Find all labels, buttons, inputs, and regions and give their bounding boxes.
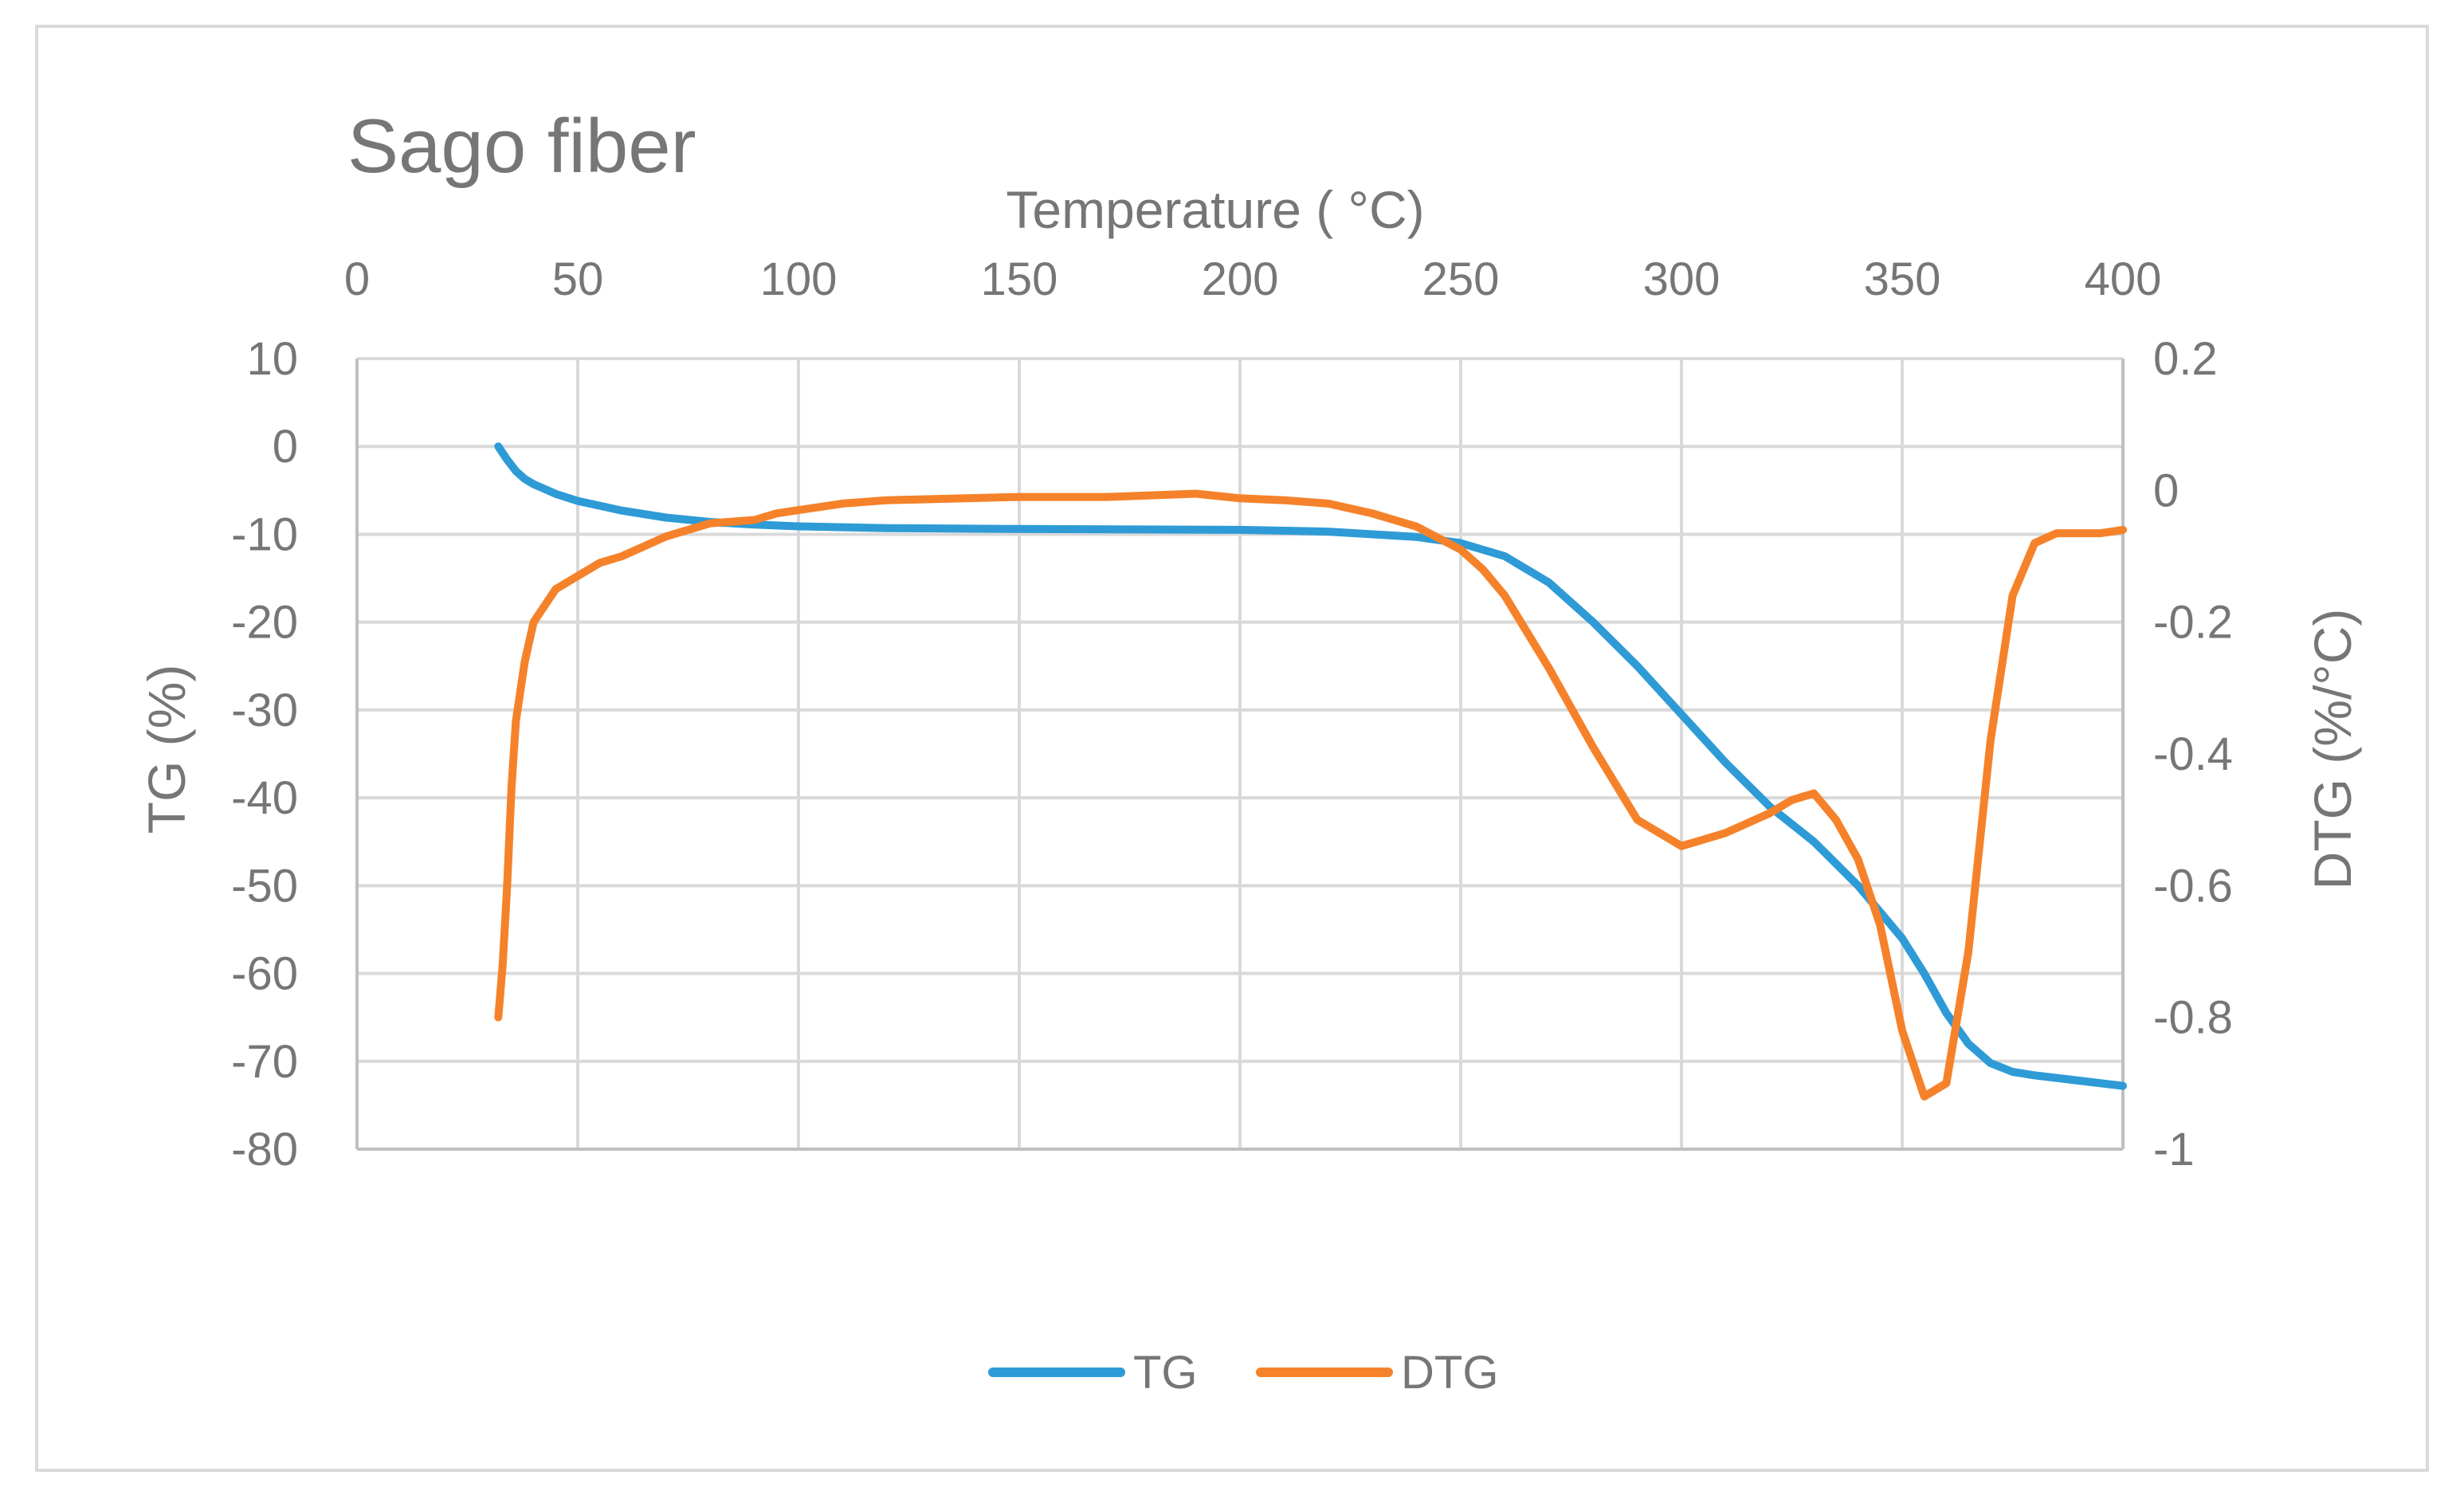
y-tick-label: -50 xyxy=(231,860,298,912)
x-tick-label: 350 xyxy=(1864,253,1941,305)
y-tick-label: -30 xyxy=(231,685,298,736)
y-tick-label: -40 xyxy=(231,772,298,824)
x-tick-label: 50 xyxy=(552,253,604,305)
y-tick-label: 0 xyxy=(273,421,298,473)
chart-title: Sago fiber xyxy=(347,104,696,189)
x-tick-label: 300 xyxy=(1643,253,1720,305)
legend-dtg-label: DTG xyxy=(1401,1347,1498,1399)
x-tick-label: 400 xyxy=(2085,253,2162,305)
y2-tick-label: -1 xyxy=(2153,1124,2195,1175)
legend-tg-label: TG xyxy=(1133,1347,1198,1399)
legend: TG DTG xyxy=(988,1347,1498,1399)
x-tick-label: 0 xyxy=(344,253,370,305)
y2-tick-label: -0.6 xyxy=(2153,860,2233,912)
x-tick-label: 100 xyxy=(760,253,838,305)
x-tick-label: 200 xyxy=(1202,253,1279,305)
y-axis-title: TG (%) xyxy=(137,665,196,834)
y2-tick-label: 0.2 xyxy=(2153,333,2218,385)
grid xyxy=(357,357,2123,1149)
y2-tick-label: -0.2 xyxy=(2153,597,2233,649)
series-line-tg xyxy=(494,442,2127,1090)
y-tick-label: -60 xyxy=(231,948,298,1000)
tick-labels: 0 50 100 150 200 250 300 350 400100-10-20-30-40-… xyxy=(231,253,2233,1175)
y2-tick-label: -0.4 xyxy=(2153,728,2233,780)
y-tick-label: -70 xyxy=(231,1036,298,1088)
y2-tick-label: -0.8 xyxy=(2153,992,2233,1044)
chart-frame xyxy=(35,25,2429,1472)
x-tick-label: 250 xyxy=(1422,253,1500,305)
axes xyxy=(355,359,2125,1151)
series xyxy=(494,442,2127,1101)
y-tick-label: 10 xyxy=(246,333,298,385)
x-tick-label: 150 xyxy=(981,253,1058,305)
series-line-dtg xyxy=(494,489,2127,1101)
y-tick-label: -10 xyxy=(231,508,298,560)
x-axis-title: Temperature ( °C) xyxy=(1006,180,1424,239)
y-tick-label: -80 xyxy=(231,1124,298,1175)
y2-tick-label: 0 xyxy=(2153,465,2179,516)
y-tick-label: -20 xyxy=(231,597,298,649)
y2-axis-title: DTG (%/°C) xyxy=(2303,609,2362,890)
